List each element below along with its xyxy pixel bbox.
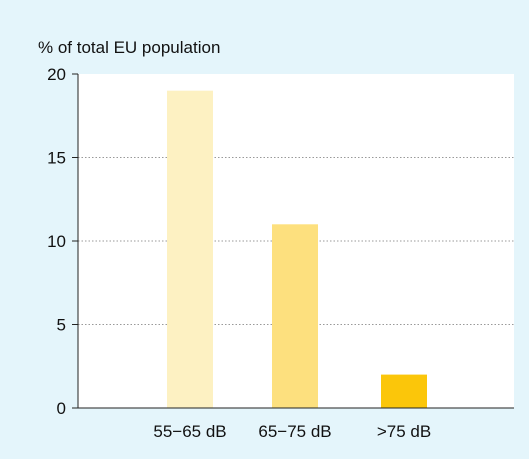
bar [272, 224, 318, 408]
y-tick-label: 10 [47, 232, 66, 251]
y-tick-label: 0 [57, 399, 66, 418]
y-tick-label: 5 [57, 316, 66, 335]
y-tick-label: 15 [47, 149, 66, 168]
x-category-label: 65−75 dB [258, 422, 331, 441]
x-axis-categories: 55−65 dB 65−75 dB >75 dB [153, 422, 431, 441]
x-category-label: >75 dB [377, 422, 431, 441]
y-axis-ticks: 0 5 10 15 20 [47, 65, 78, 418]
bar [381, 374, 427, 408]
x-category-label: 55−65 dB [153, 422, 226, 441]
bar [167, 90, 213, 408]
y-tick-label: 20 [47, 65, 66, 84]
bars [167, 90, 427, 408]
y-axis-title: % of total EU population [38, 38, 220, 57]
